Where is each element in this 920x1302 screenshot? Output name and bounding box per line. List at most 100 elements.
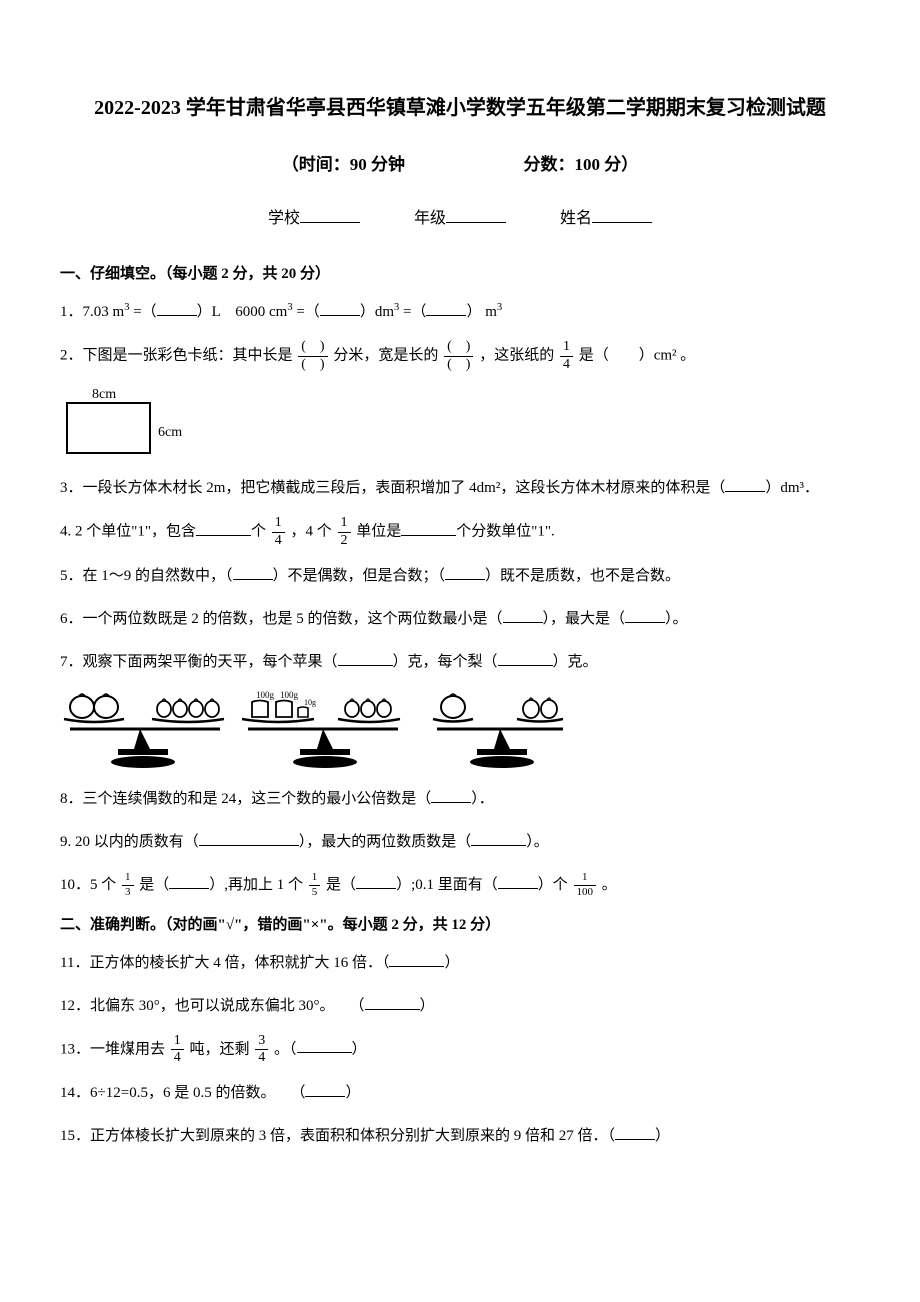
- q13-e1: 。（: [274, 1041, 297, 1057]
- q8-end: ）．: [471, 791, 494, 807]
- blank: [625, 608, 665, 623]
- q4-pre: 4. 2 个单位"1"，包含: [60, 524, 196, 540]
- q2: 2．下图是一张彩色卡纸：其中长是 ( )( ) 分米，宽是长的 ( )( ) ，…: [60, 339, 860, 374]
- q9-mid: ），最大的两位数质数是（: [299, 834, 472, 850]
- blank: [431, 788, 471, 803]
- frac-blank: ( )( ): [298, 339, 327, 374]
- q5-text: 5．在 1～9 的自然数中，（: [60, 568, 233, 584]
- page-title: 2022-2023 学年甘肃省华亭县西华镇草滩小学数学五年级第二学期期末复习检测…: [60, 90, 860, 126]
- q15-end: ）: [655, 1128, 670, 1144]
- rect-diagram: 8cm 6cm: [66, 384, 216, 454]
- q10: 10．5 个 13 是（）,再加上 1 个 15 是（）;0.1 里面有（）个 …: [60, 869, 860, 902]
- q10-m4: ）;0.1 里面有（: [396, 877, 498, 893]
- q1-text: 1．7.03: [60, 304, 113, 320]
- q13-e2: ）: [352, 1041, 367, 1057]
- q10-pre: 10．5 个: [60, 877, 116, 893]
- q10-end: 。: [602, 877, 617, 893]
- q10-m3: 是（: [326, 877, 356, 893]
- balance-3-icon: [423, 689, 583, 771]
- q1-m3: m: [382, 304, 394, 320]
- q3-text: 3．一段长方体木材长 2m，把它横截成三段后，表面积增加了 4dm²，这段长方体…: [60, 480, 725, 496]
- q12-text: 12．北偏东 30°，也可以说成东偏北 30°。 （: [60, 998, 365, 1014]
- score-label: 分数：100 分）: [524, 155, 639, 174]
- w10: 10g: [304, 698, 316, 707]
- q9-text: 9. 20 以内的质数有（: [60, 834, 199, 850]
- blank: [401, 521, 456, 536]
- q5: 5．在 1～9 的自然数中，（ ）不是偶数，但是合数；（ ）既不是质数，也不是合数。: [60, 560, 860, 593]
- blank: [498, 874, 538, 889]
- blank: [471, 831, 526, 846]
- frac: 13: [122, 871, 134, 898]
- q12: 12．北偏东 30°，也可以说成东偏北 30°。 （ ）: [60, 990, 860, 1023]
- blank: [157, 301, 197, 316]
- q1-m1: m: [113, 304, 125, 320]
- frac: 15: [309, 871, 321, 898]
- q1-eq1: =（: [129, 304, 156, 320]
- q2-m2: ，这张纸的: [479, 348, 554, 364]
- name-label: 姓名: [560, 210, 592, 227]
- blank: [445, 565, 485, 580]
- balance-1-icon: [60, 689, 230, 771]
- blank: [169, 874, 209, 889]
- q4: 4. 2 个单位"1"，包含个 14 ，4 个 12 单位是个分数单位"1".: [60, 515, 860, 550]
- q13: 13．一堆煤用去 14 吨，还剩 34 。（ ）: [60, 1033, 860, 1068]
- frac: 12: [338, 515, 351, 550]
- blank: [196, 521, 251, 536]
- q5-end: ）既不是质数，也不是合数。: [485, 568, 680, 584]
- q12-end: ）: [420, 998, 435, 1014]
- q10-m1: 是（: [139, 877, 169, 893]
- q4-m3: 单位是: [356, 524, 401, 540]
- time-label: （时间：90 分钟: [282, 155, 405, 174]
- blank: [338, 651, 393, 666]
- blank: [725, 477, 765, 492]
- q7-text: 7．观察下面两架平衡的天平，每个苹果（: [60, 654, 338, 670]
- q13-mid: 吨，还剩: [190, 1041, 250, 1057]
- q4-m2: ，4 个: [291, 524, 332, 540]
- info-line: 学校 年级 姓名: [60, 205, 860, 234]
- frac: 14: [171, 1033, 184, 1068]
- blank: [498, 651, 553, 666]
- blank: [320, 301, 360, 316]
- q15: 15．正方体棱长扩大到原来的 3 倍，表面积和体积分别扩大到原来的 9 倍和 2…: [60, 1120, 860, 1153]
- q15-text: 15．正方体棱长扩大到原来的 3 倍，表面积和体积分别扩大到原来的 9 倍和 2…: [60, 1128, 615, 1144]
- q8-text: 8．三个连续偶数的和是 24，这三个数的最小公倍数是（: [60, 791, 431, 807]
- rect-right-label: 6cm: [158, 420, 182, 445]
- q2-m1: 分米，宽是长的: [333, 348, 438, 364]
- q1-m4: m: [485, 304, 497, 320]
- q2-pre: 2．下图是一张彩色卡纸：其中长是: [60, 348, 293, 364]
- q10-m2: ）,再加上 1 个: [209, 877, 303, 893]
- q6-end: ）。: [665, 611, 688, 627]
- q13-pre: 13．一堆煤用去: [60, 1041, 165, 1057]
- school-label: 学校: [268, 210, 300, 227]
- school-blank: [300, 207, 360, 223]
- blank: [503, 608, 543, 623]
- q1-m2: m: [276, 304, 288, 320]
- frac: 34: [255, 1033, 268, 1068]
- blank: [305, 1082, 345, 1097]
- w100a: 100g: [256, 690, 275, 700]
- blank: [356, 874, 396, 889]
- q5-mid: ）不是偶数，但是合数；（: [273, 568, 446, 584]
- q9: 9. 20 以内的质数有（），最大的两位数质数是（）。: [60, 826, 860, 859]
- grade-label: 年级: [414, 210, 446, 227]
- section1-header: 一、仔细填空。（每小题 2 分，共 20 分）: [60, 261, 860, 288]
- q1-eq3: =（: [399, 304, 426, 320]
- q6-mid: ），最大是（: [543, 611, 626, 627]
- q6-text: 6．一个两位数既是 2 的倍数，也是 5 的倍数，这个两位数最小是（: [60, 611, 503, 627]
- q7-end: ）克。: [553, 654, 598, 670]
- frac-blank: ( )( ): [444, 339, 473, 374]
- q14-text: 14．6÷12=0.5，6 是 0.5 的倍数。 （: [60, 1085, 305, 1101]
- blank: [233, 565, 273, 580]
- w100b: 100g: [280, 690, 299, 700]
- balance-diagram: 100g 100g 10g: [60, 689, 860, 771]
- q6: 6．一个两位数既是 2 的倍数，也是 5 的倍数，这个两位数最小是（ ），最大是（…: [60, 603, 860, 636]
- blank: [365, 995, 420, 1010]
- name-blank: [592, 207, 652, 223]
- frac-1-4: 14: [560, 339, 573, 374]
- q14: 14．6÷12=0.5，6 是 0.5 的倍数。 （ ）: [60, 1077, 860, 1110]
- q1: 1．7.03 m3 =（）L 6000 cm3 =（）dm3 =（） m3: [60, 296, 860, 329]
- section2-header: 二、准确判断。（对的画"√"，错的画"×"。每小题 2 分，共 12 分）: [60, 912, 860, 939]
- q7: 7．观察下面两架平衡的天平，每个苹果（）克，每个梨（）克。: [60, 646, 860, 679]
- q14-end: ）: [345, 1085, 360, 1101]
- q1-c2: ）d: [360, 304, 383, 320]
